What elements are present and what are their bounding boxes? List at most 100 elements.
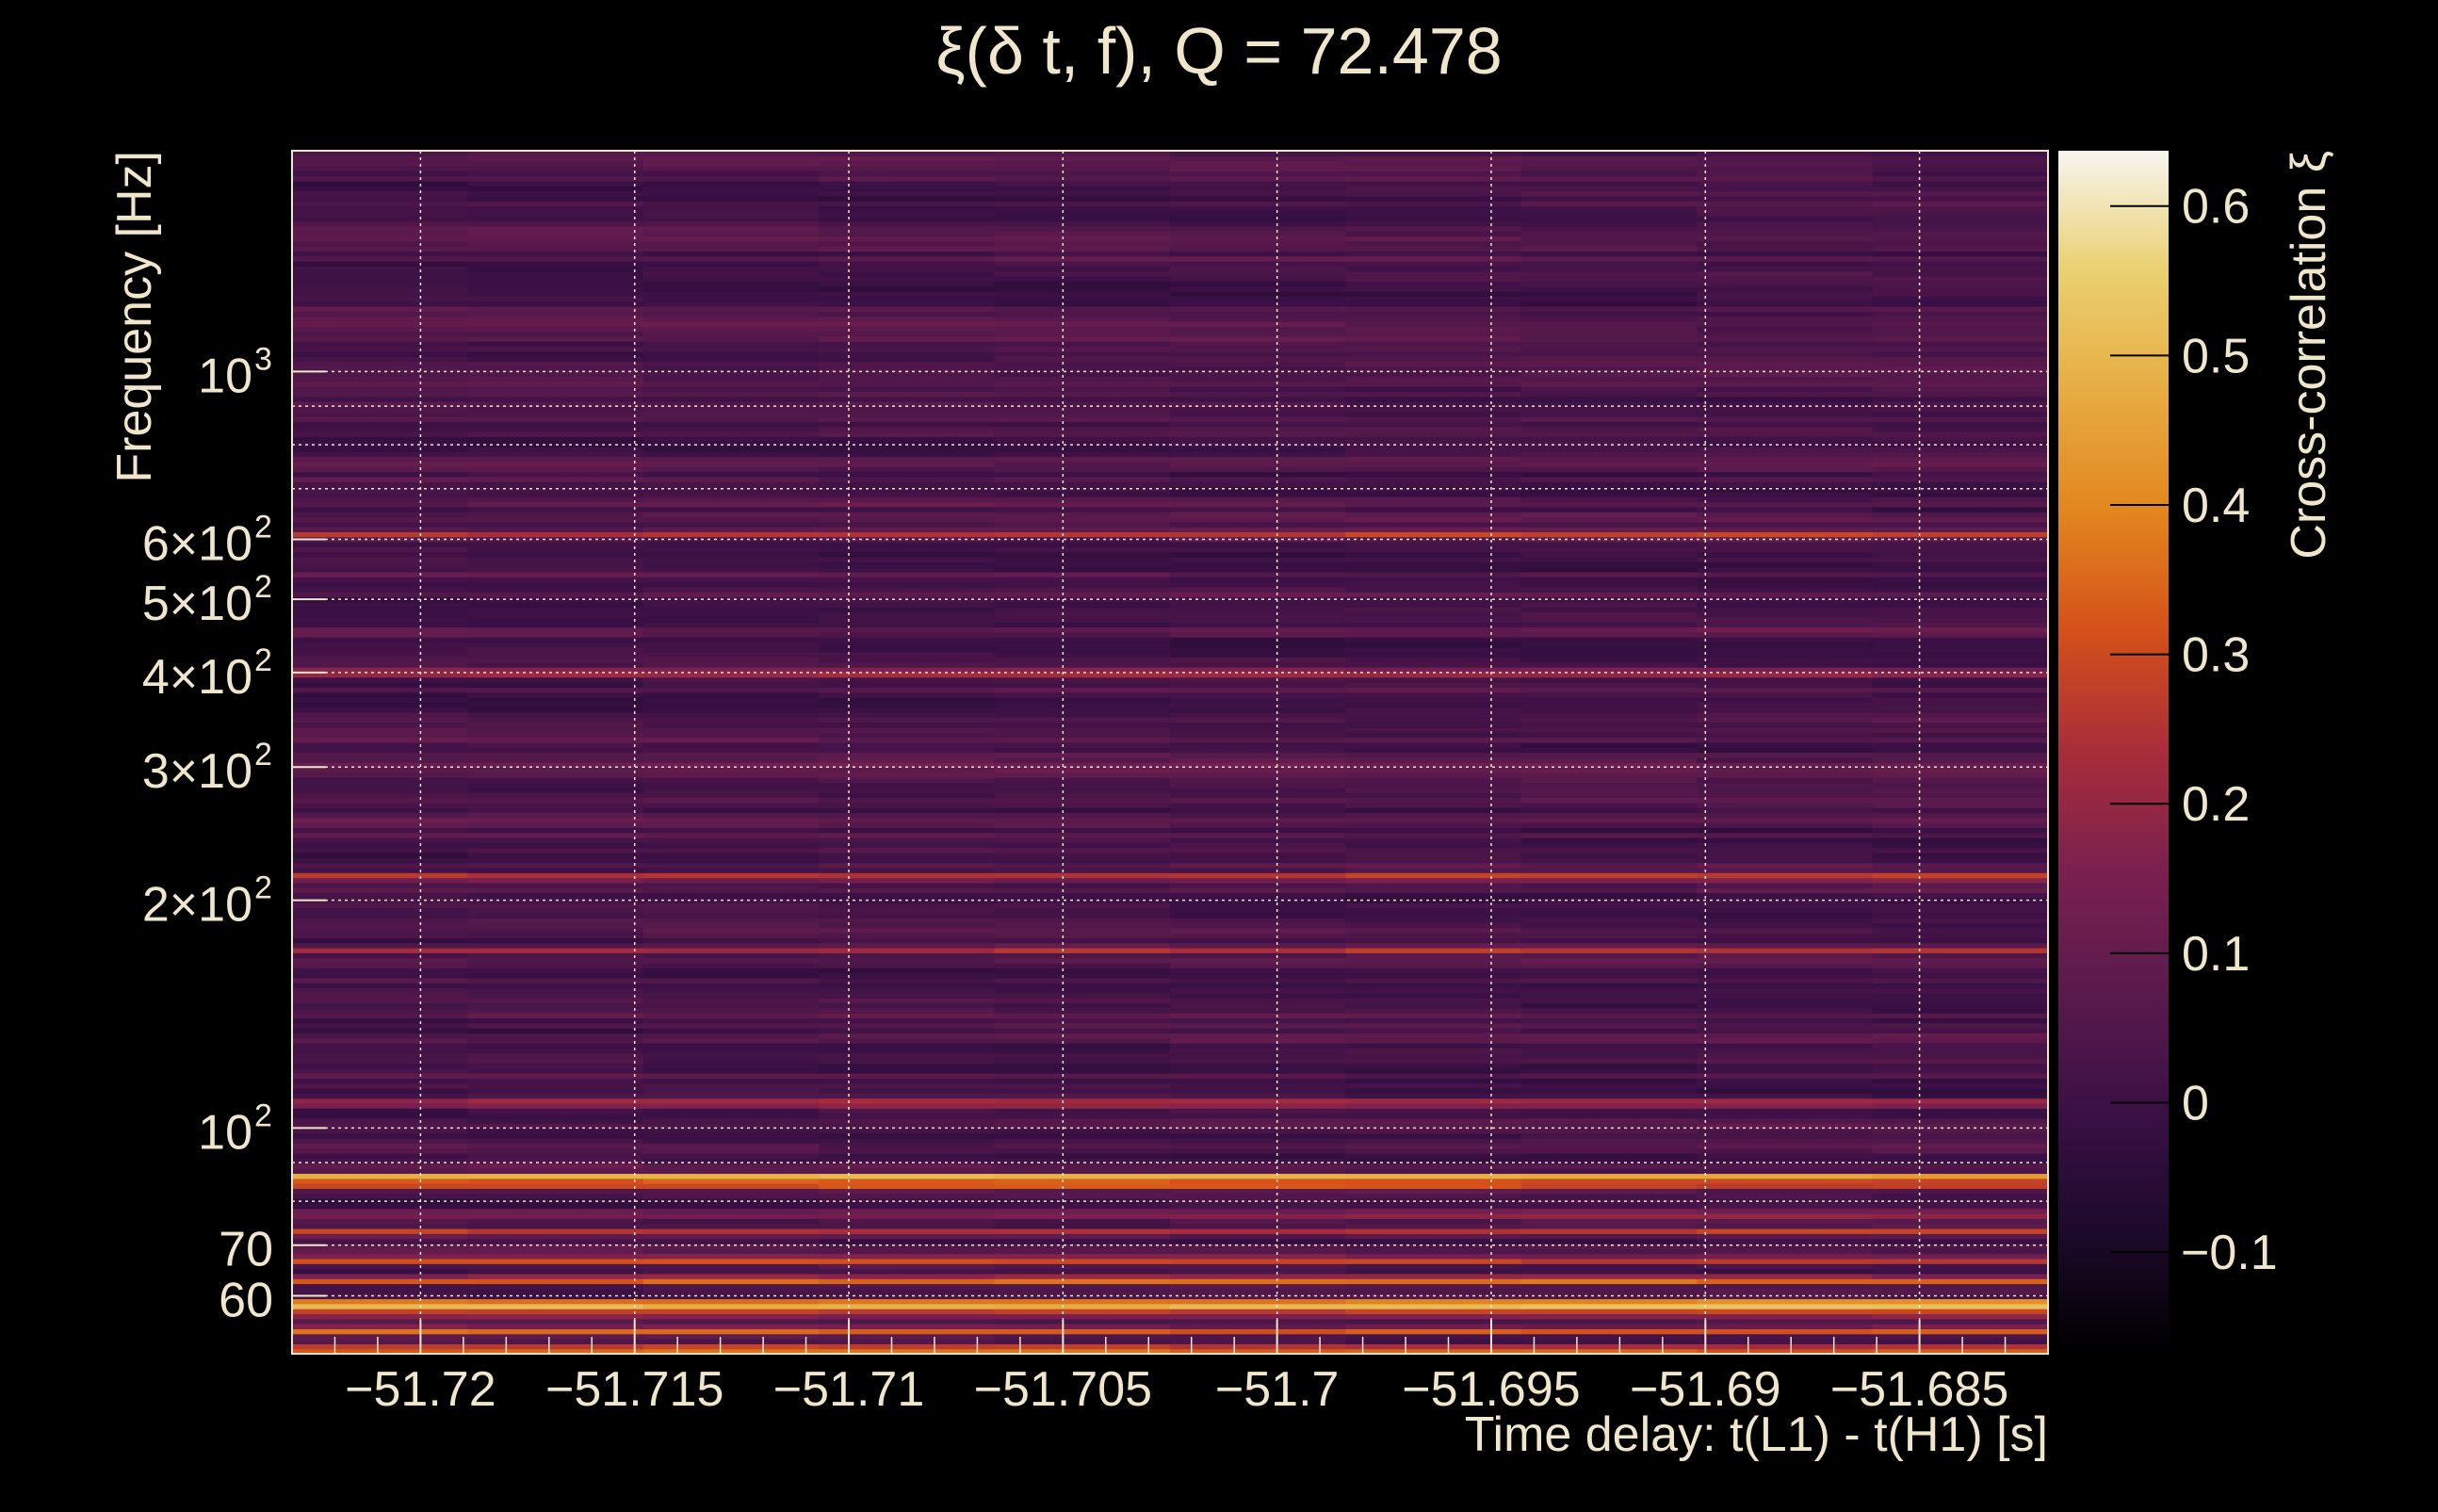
heatmap-cell <box>1697 391 1874 398</box>
heatmap-cell <box>1170 696 1347 703</box>
heatmap-cell <box>994 948 1171 953</box>
heatmap-cell <box>467 1333 644 1340</box>
heatmap-cell <box>467 461 644 467</box>
heatmap-cell <box>1345 1328 1522 1335</box>
heatmap-cell <box>1872 396 2048 402</box>
heatmap-cell <box>292 711 469 718</box>
heatmap-cell <box>1345 937 1522 944</box>
heatmap-cell <box>1345 983 1522 989</box>
heatmap-cell <box>292 741 469 748</box>
heatmap-cell <box>1520 577 1698 583</box>
heatmap-cell <box>467 1348 644 1354</box>
heatmap-cell <box>1872 1309 2048 1315</box>
heatmap-cell <box>292 676 469 683</box>
heatmap-cell <box>819 361 996 367</box>
heatmap-cell <box>1697 992 1874 999</box>
heatmap-cell <box>467 707 644 713</box>
heatmap-cell <box>1170 1223 1347 1229</box>
heatmap-cell <box>642 586 821 593</box>
heatmap-cell <box>1697 607 1874 613</box>
heatmap-cell <box>1697 922 1874 929</box>
heatmap-cell <box>1345 1162 1522 1169</box>
heatmap-cell <box>1697 236 1874 242</box>
heatmap-cell <box>292 922 469 929</box>
heatmap-cell <box>1872 456 2048 463</box>
heatmap-cell <box>292 717 469 723</box>
heatmap-cell <box>1872 892 2048 899</box>
heatmap-cell <box>1697 366 1874 372</box>
heatmap-cell <box>1872 1283 2048 1290</box>
heatmap-cell <box>292 386 469 392</box>
heatmap-cell <box>1170 1298 1347 1305</box>
heatmap-cell <box>642 902 821 909</box>
heatmap-cell <box>1520 431 1698 437</box>
heatmap-cell <box>642 416 821 422</box>
heatmap-cell <box>292 165 469 171</box>
heatmap-cell <box>994 852 1171 858</box>
heatmap-cell <box>642 1268 821 1275</box>
heatmap-cell <box>1872 1162 2048 1169</box>
heatmap-cell <box>994 331 1171 337</box>
heatmap-cell <box>1520 496 1698 503</box>
heatmap-cell <box>642 1273 821 1279</box>
heatmap-cell <box>1345 456 1522 463</box>
heatmap-cell <box>1345 220 1522 227</box>
heatmap-cell <box>642 927 821 934</box>
heatmap-cell <box>994 892 1171 899</box>
heatmap-cell <box>467 1233 644 1240</box>
heatmap-cell <box>292 346 469 352</box>
heatmap-cell <box>1872 446 2048 452</box>
heatmap-cell <box>1345 711 1522 718</box>
heatmap-cell <box>642 491 821 497</box>
heatmap-cell <box>1345 1082 1522 1089</box>
heatmap-cell <box>292 667 469 673</box>
x-tick-label: −51.695 <box>1402 1362 1580 1417</box>
heatmap-cell <box>1872 1082 2048 1089</box>
heatmap-cell <box>994 1078 1171 1084</box>
heatmap-cell <box>994 506 1171 512</box>
heatmap-cell <box>1170 571 1347 577</box>
heatmap-cell <box>642 918 821 924</box>
heatmap-cell <box>642 270 821 277</box>
heatmap-cell <box>642 787 821 793</box>
heatmap-cell <box>1697 1028 1874 1034</box>
heatmap-cell <box>1520 948 1698 953</box>
heatmap-cell <box>642 346 821 352</box>
heatmap-cell <box>994 862 1171 869</box>
heatmap-cell <box>1170 481 1347 488</box>
heatmap-cell <box>819 626 996 633</box>
heatmap-cell <box>1170 276 1347 282</box>
heatmap-cell <box>994 922 1171 929</box>
heatmap-cell <box>994 401 1171 407</box>
heatmap-cell <box>1520 967 1698 974</box>
heatmap-cell <box>819 305 996 312</box>
heatmap-cell <box>819 857 996 864</box>
heatmap-cell <box>467 396 644 402</box>
heatmap-cell <box>819 376 996 382</box>
heatmap-cell <box>1170 416 1347 422</box>
heatmap-cell <box>994 726 1171 733</box>
heatmap-cell <box>1872 682 2048 688</box>
heatmap-cell <box>1520 1309 1698 1315</box>
heatmap-cell <box>1345 756 1522 763</box>
heatmap-cell <box>467 240 644 247</box>
heatmap-cell <box>1697 1227 1874 1234</box>
heatmap-cell <box>1345 155 1522 162</box>
heatmap-cell <box>1872 285 2048 292</box>
heatmap-cell <box>467 1188 644 1195</box>
heatmap-cell <box>1170 501 1347 508</box>
heatmap-cell <box>292 1102 469 1109</box>
heatmap-cell <box>1872 782 2048 789</box>
heatmap-cell <box>1697 1218 1874 1225</box>
heatmap-cell <box>1170 266 1347 272</box>
heatmap-cell <box>1520 631 1698 638</box>
heatmap-cell <box>467 527 644 532</box>
heatmap-cell <box>1520 561 1698 568</box>
heatmap-cell <box>1520 707 1698 713</box>
heatmap-cell <box>819 1028 996 1034</box>
heatmap-cell <box>1170 1052 1347 1059</box>
heatmap-cell <box>994 536 1171 543</box>
heatmap-cell <box>1345 1178 1522 1184</box>
heatmap-cell <box>1697 1273 1874 1279</box>
heatmap-cell <box>1345 1052 1522 1059</box>
